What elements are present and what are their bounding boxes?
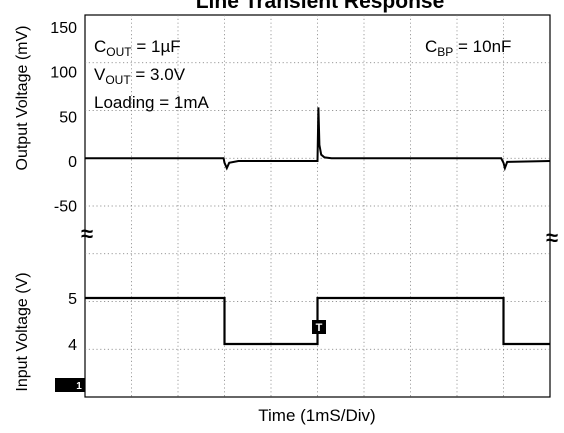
upper-y-axis-label: Output Voltage (mV) bbox=[14, 26, 31, 171]
upper-y-tick-label: 100 bbox=[50, 65, 77, 82]
trigger-marker-box bbox=[312, 320, 326, 334]
channel-marker: 1 bbox=[76, 381, 82, 392]
cout-annotation: COUT = 1µF bbox=[94, 37, 181, 59]
lower-y-tick-label: 4 bbox=[68, 337, 77, 354]
upper-y-tick-label: 150 bbox=[50, 20, 77, 37]
upper-y-tick-label: -50 bbox=[54, 199, 77, 216]
vout-annotation: VOUT = 3.0V bbox=[94, 65, 186, 87]
axis-break-right: ≈ bbox=[546, 225, 558, 250]
lower-y-axis-label: Input Voltage (V) bbox=[14, 272, 31, 391]
upper-y-tick-label: 0 bbox=[68, 154, 77, 171]
lower-y-tick-labels: 54 bbox=[68, 291, 77, 354]
channel-marker-box bbox=[55, 378, 85, 392]
upper-y-tick-labels: 150 100 50 0 -50 bbox=[50, 20, 77, 216]
upper-y-tick-label: 50 bbox=[59, 109, 77, 126]
lower-y-tick-label: 5 bbox=[68, 291, 77, 308]
output-voltage-trace bbox=[85, 107, 551, 172]
cbp-annotation: CBP = 10nF bbox=[425, 37, 511, 59]
x-axis-label: Time (1mS/Div) bbox=[258, 406, 375, 425]
axis-break-left: ≈ bbox=[81, 221, 93, 246]
trigger-marker: T bbox=[316, 322, 323, 334]
loading-annotation: Loading = 1mA bbox=[94, 93, 209, 112]
chart-title: Line Transient Response bbox=[196, 0, 445, 13]
